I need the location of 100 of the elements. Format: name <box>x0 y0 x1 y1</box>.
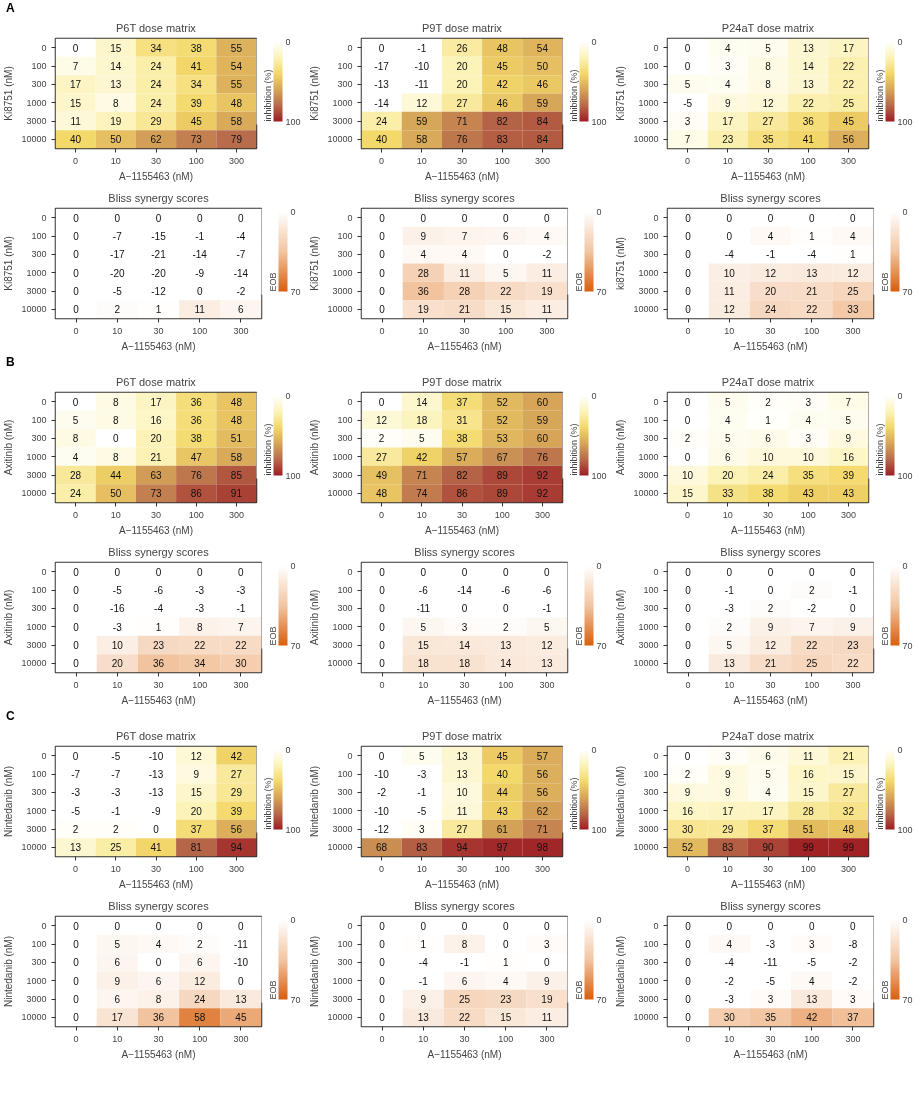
data-label: 0 <box>73 920 80 932</box>
data-label: 56 <box>230 824 243 835</box>
data-label: 0 <box>379 286 386 297</box>
data-label: -2 <box>377 787 387 799</box>
data-label: -13 <box>148 787 164 799</box>
data-label: 55 <box>230 42 243 54</box>
data-label: 5 <box>684 79 691 91</box>
data-label: 89 <box>496 470 509 481</box>
y-axis-title: Axitinib (nM) <box>3 589 15 646</box>
data-label: 28 <box>802 805 815 817</box>
y-tick-label: 300 <box>643 433 659 444</box>
data-label: 2 <box>767 603 774 615</box>
x-tick-label: 100 <box>188 509 204 520</box>
y-tick-label: 3000 <box>332 470 353 480</box>
data-label: 7 <box>72 61 79 72</box>
data-label: 48 <box>376 488 388 500</box>
y-tick-label: 10000 <box>327 658 353 669</box>
data-label: 0 <box>73 585 80 596</box>
color-bar-title: EOB <box>879 626 890 646</box>
data-label: 1 <box>765 415 772 426</box>
data-label: 0 <box>685 621 692 633</box>
y-tick-label: 0 <box>653 212 659 223</box>
x-tick-label: 100 <box>192 679 208 690</box>
y-axis-title: Nintedanib (nM) <box>615 765 627 838</box>
data-label: -3 <box>112 621 123 633</box>
data-label: 4 <box>725 415 732 426</box>
y-tick-label: 100 <box>31 61 47 71</box>
y-axis-title: Nintedanib (nM) <box>615 935 627 1008</box>
x-tick-label: 100 <box>498 1033 514 1044</box>
data-label: -17 <box>374 61 390 72</box>
y-tick-label: 3000 <box>638 824 659 834</box>
data-label: -11 <box>234 939 249 950</box>
data-label: -10 <box>374 805 390 817</box>
color-bar-label: 0 <box>596 914 602 925</box>
data-label: 0 <box>73 267 80 279</box>
x-tick-label: 10 <box>418 1033 429 1044</box>
y-tick-label: 0 <box>653 42 659 53</box>
data-label: 30 <box>682 824 694 835</box>
y-tick-label: 1000 <box>26 97 47 108</box>
x-tick-label: 0 <box>685 679 691 690</box>
data-label: 8 <box>113 396 120 408</box>
color-bar-label: 0 <box>591 390 597 401</box>
x-axis-title: A−1155463 (nM) <box>121 340 196 352</box>
data-label: 0 <box>685 920 692 932</box>
data-label: 36 <box>190 415 203 426</box>
color-bar-label: 100 <box>897 116 913 127</box>
y-tick-label: 0 <box>347 750 353 761</box>
data-label: 21 <box>150 451 162 463</box>
data-label: 0 <box>461 212 468 224</box>
data-label: 5 <box>420 621 427 633</box>
y-tick-label: 1000 <box>26 267 47 278</box>
y-tick-label: 100 <box>31 585 47 595</box>
x-tick-label: 100 <box>800 509 816 520</box>
x-tick-label: 10 <box>112 325 123 336</box>
data-label: 30 <box>723 1012 736 1024</box>
data-label: -10 <box>414 61 430 72</box>
x-axis-title: A−1155463 (nM) <box>730 170 806 182</box>
data-label: 6 <box>725 451 732 463</box>
data-label: 63 <box>150 470 162 481</box>
data-label: 19 <box>541 994 553 1005</box>
x-axis-title: A−1155463 (nM) <box>427 694 502 706</box>
data-label: 0 <box>379 304 386 316</box>
data-label: 56 <box>536 787 549 799</box>
x-tick-label: 100 <box>800 863 816 874</box>
data-label: 0 <box>73 249 80 261</box>
data-label: 4 <box>767 231 774 242</box>
data-label: 0 <box>73 621 80 633</box>
data-label: 0 <box>379 658 386 670</box>
x-tick-label: 0 <box>73 679 79 690</box>
data-label: 2 <box>765 396 772 408</box>
chart-title: Bliss synergy scores <box>108 899 210 912</box>
chart-title: Bliss synergy scores <box>720 545 822 558</box>
data-label: 51 <box>230 433 243 445</box>
x-tick-label: 30 <box>765 679 776 690</box>
data-label: 14 <box>802 61 815 72</box>
y-tick-label: 10000 <box>21 658 47 669</box>
data-label: -12 <box>374 824 390 835</box>
y-tick-label: 0 <box>41 920 47 931</box>
data-label: 9 <box>725 97 732 109</box>
color-bar-label: 0 <box>290 560 296 571</box>
x-tick-label: 10 <box>722 155 733 166</box>
data-label: -4 <box>724 957 735 969</box>
y-tick-label: 10000 <box>327 134 353 145</box>
data-label: 5 <box>725 433 732 445</box>
y-tick-label: 100 <box>31 231 47 241</box>
y-tick-label: 300 <box>31 957 47 968</box>
data-label: 58 <box>416 134 428 146</box>
color-bar-label: 0 <box>897 36 903 47</box>
data-label: 38 <box>190 433 203 445</box>
data-label: 41 <box>802 134 815 146</box>
data-label: 33 <box>847 304 859 316</box>
data-label: 39 <box>842 470 855 481</box>
data-label: -5 <box>71 805 81 817</box>
x-tick-label: 100 <box>494 509 510 520</box>
x-tick-label: 30 <box>150 863 162 874</box>
data-label: 20 <box>722 470 734 481</box>
data-label: 71 <box>536 824 549 835</box>
data-label: 0 <box>685 939 692 950</box>
data-label: 27 <box>456 97 468 109</box>
y-tick-label: 300 <box>31 787 47 798</box>
